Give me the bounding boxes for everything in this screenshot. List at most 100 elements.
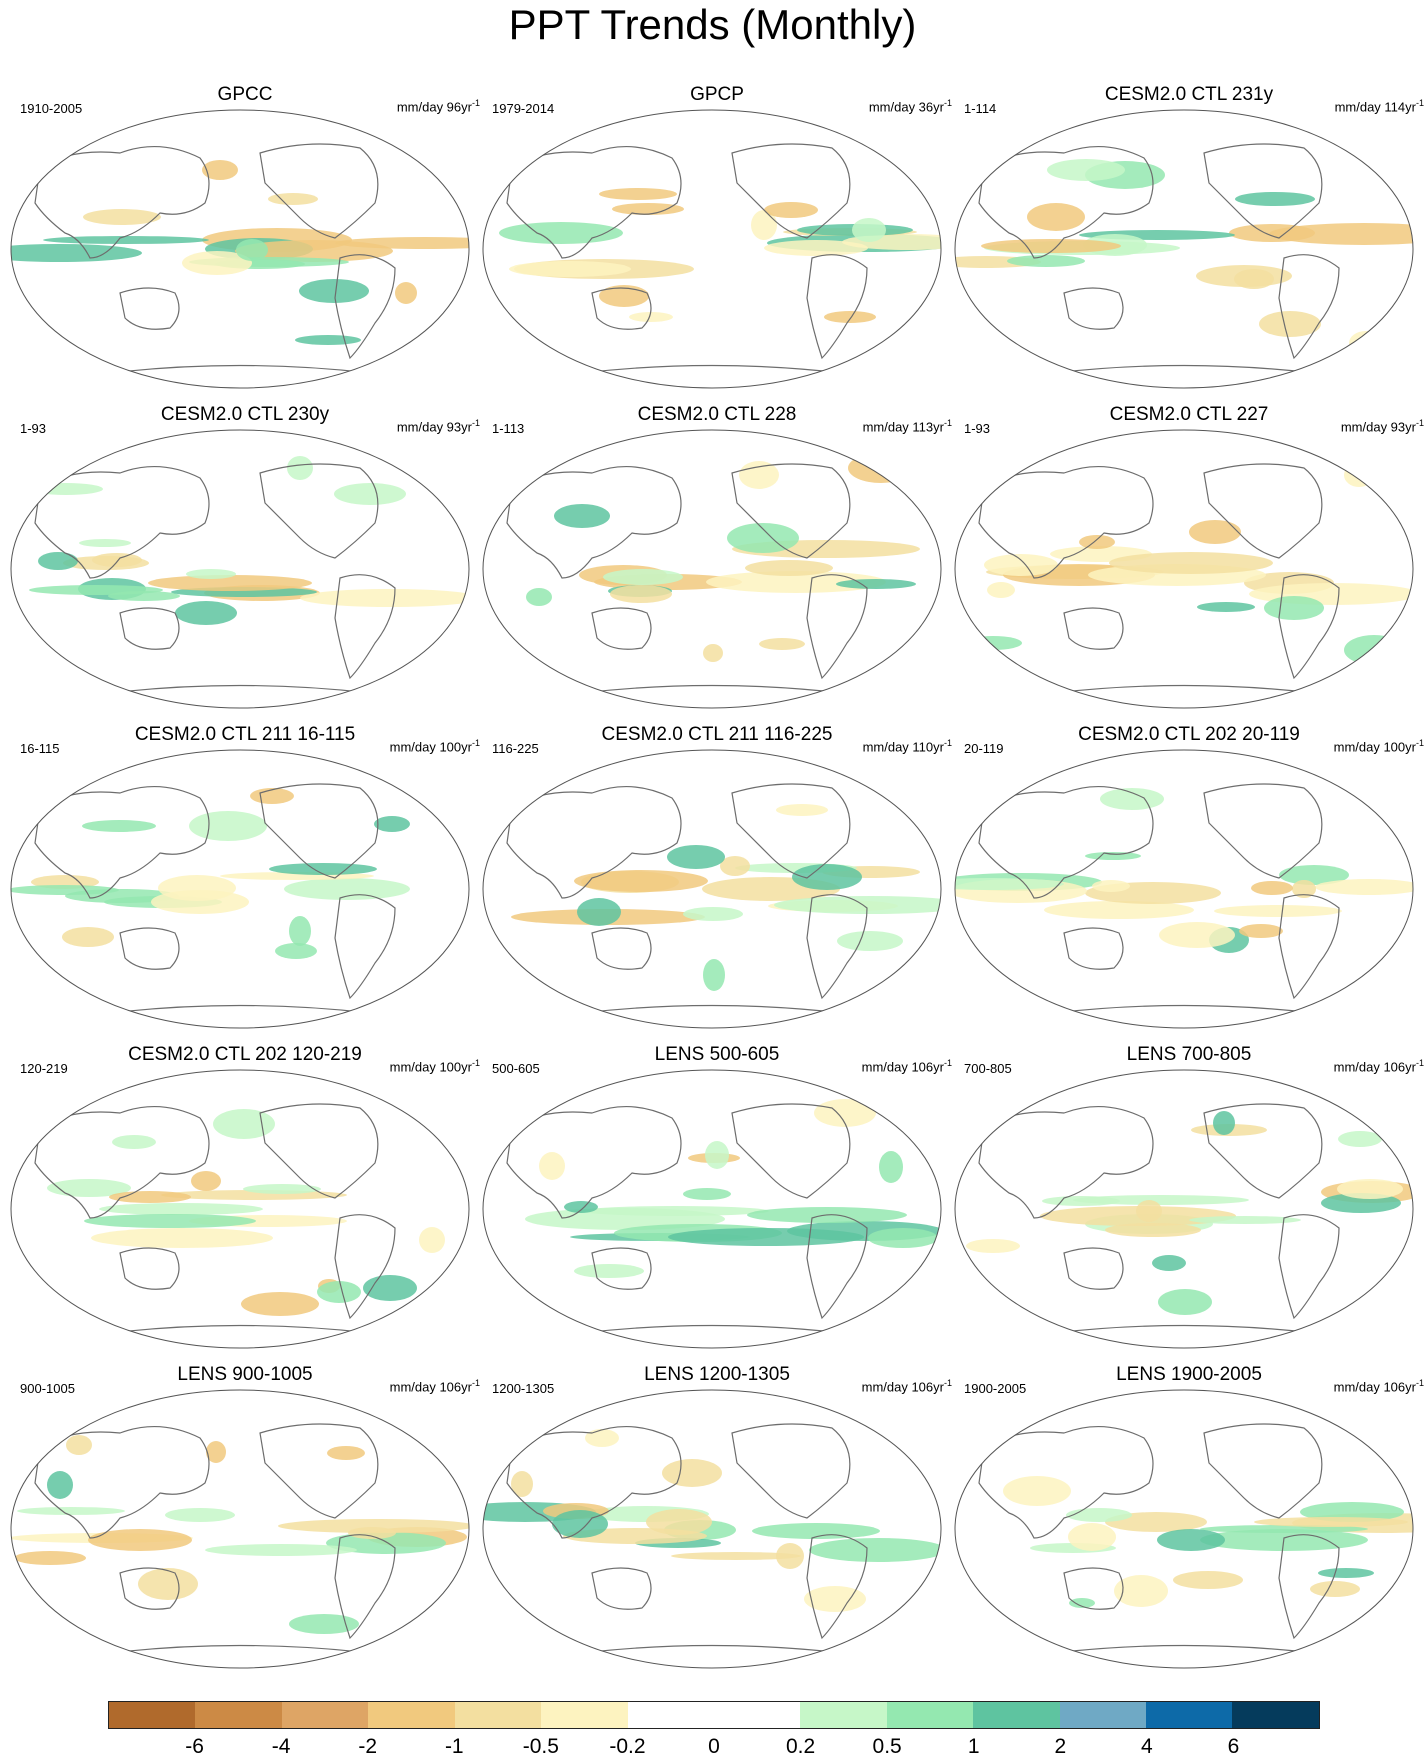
- colorbar-segment: [1232, 1702, 1319, 1728]
- trend-patch: [326, 1532, 446, 1554]
- trend-patch: [1136, 1200, 1162, 1222]
- coastline: [806, 894, 868, 1000]
- coastline: [591, 1567, 652, 1610]
- trend-patch: [852, 218, 886, 242]
- trend-patch: [629, 312, 673, 322]
- colorbar-segment: [886, 1702, 974, 1728]
- coastline: [34, 466, 210, 579]
- trend-patch: [984, 554, 1058, 576]
- trend-patch: [47, 1179, 131, 1197]
- panel-units: mm/day 114yr-1: [1334, 98, 1424, 115]
- panel-units: mm/day 106yr-1: [1333, 1378, 1424, 1395]
- trend-patch: [792, 864, 862, 890]
- trend-patch: [236, 239, 268, 261]
- trend-patch: [243, 1184, 321, 1194]
- trend-patch: [1318, 1568, 1374, 1578]
- colorbar-tick-label: 2: [1054, 1735, 1067, 1758]
- trend-patch: [837, 931, 903, 951]
- trend-patch: [759, 638, 805, 650]
- colorbar-tick-label: -6: [185, 1735, 204, 1758]
- trend-patch: [539, 1152, 565, 1180]
- trend-patch: [1003, 1476, 1071, 1506]
- coastline: [1063, 1247, 1124, 1290]
- trend-patch: [1239, 924, 1283, 938]
- map-border: [10, 749, 470, 1029]
- trend-patch: [186, 569, 236, 579]
- coastline: [119, 287, 180, 330]
- colorbar-tick-label: 0: [708, 1735, 720, 1758]
- panel-units: mm/day 93yr-1: [396, 418, 480, 435]
- coastline: [1063, 927, 1124, 970]
- panel-units: mm/day 96yr-1: [396, 98, 480, 115]
- panel-title: CESM2.0 CTL 202 120-219: [128, 1044, 362, 1065]
- trend-patch: [564, 1201, 598, 1213]
- trend-patch: [1159, 922, 1235, 948]
- coastline: [119, 1567, 180, 1610]
- coastline: [1278, 574, 1340, 680]
- trend-patch: [278, 1519, 469, 1533]
- trend-patch: [268, 193, 318, 205]
- panel-period: 1-113: [492, 421, 525, 436]
- map-border: [10, 1389, 470, 1669]
- world-map: [954, 429, 1414, 709]
- trend-patch: [745, 560, 833, 576]
- trend-patch: [599, 188, 677, 200]
- trend-patch: [603, 569, 683, 585]
- coastline: [1203, 463, 1323, 559]
- panel-units: mm/day 100yr-1: [389, 738, 480, 755]
- trend-patch: [1337, 1179, 1403, 1199]
- coastline: [506, 786, 682, 899]
- trend-patch: [667, 845, 725, 869]
- map-border: [10, 429, 470, 709]
- panel-units: mm/day 106yr-1: [389, 1378, 480, 1395]
- trend-patch: [88, 1529, 192, 1551]
- panel-units: mm/day 36yr-1: [868, 98, 952, 115]
- trend-patch: [752, 1523, 880, 1539]
- panel-title: GPCC: [217, 84, 273, 105]
- colorbar-tick-label: -1: [444, 1735, 464, 1758]
- coastline: [334, 894, 396, 1000]
- trend-patch: [1109, 552, 1273, 574]
- trend-patch: [1066, 1508, 1132, 1522]
- trend-patch: [241, 1292, 319, 1316]
- coastline: [109, 1324, 371, 1334]
- map-panel: GPCC 1910-2005 mm/day 96yr-1: [10, 84, 480, 394]
- panel-period: 700-805: [964, 1061, 1012, 1076]
- panel-period: 1-114: [964, 101, 997, 116]
- coastline: [978, 1106, 1154, 1219]
- trend-patch: [705, 1141, 729, 1169]
- coastline: [334, 254, 396, 360]
- world-map: [10, 109, 470, 389]
- trend-patch: [91, 1228, 273, 1248]
- trend-patch: [17, 1507, 125, 1515]
- trend-patch: [1292, 880, 1316, 898]
- trend-patch: [814, 1099, 876, 1127]
- trend-patch: [1152, 1255, 1186, 1271]
- trend-patch: [671, 1552, 801, 1560]
- coastline: [978, 466, 1154, 579]
- trend-patch: [879, 1151, 903, 1183]
- panel-title: LENS 1200-1305: [644, 1364, 790, 1385]
- colorbar-segment: [1059, 1702, 1147, 1728]
- map-panel: LENS 1900-2005 1900-2005 mm/day 106yr-1: [954, 1364, 1424, 1674]
- trend-patch: [275, 943, 317, 959]
- map-border: [10, 109, 470, 389]
- trend-patch: [374, 816, 410, 832]
- figure-title: PPT Trends (Monthly): [508, 1, 917, 48]
- trend-patch: [158, 875, 236, 901]
- trend-patch: [395, 282, 417, 304]
- coastline: [259, 143, 379, 239]
- trend-patch: [189, 811, 267, 841]
- trend-patch: [182, 251, 252, 275]
- coastline: [731, 143, 851, 239]
- world-map: [482, 1069, 942, 1349]
- map-panel: CESM2.0 CTL 230y 1-93 mm/day 93yr-1: [10, 404, 480, 714]
- trend-patch: [92, 553, 142, 567]
- trend-patch: [109, 1191, 191, 1203]
- coastline: [1063, 607, 1124, 650]
- map-border: [954, 429, 1414, 709]
- coastline: [334, 574, 396, 680]
- trend-patch: [1344, 635, 1404, 665]
- trend-patch: [138, 1568, 198, 1600]
- map-panel: LENS 500-605 500-605 mm/day 106yr-1: [482, 1044, 952, 1354]
